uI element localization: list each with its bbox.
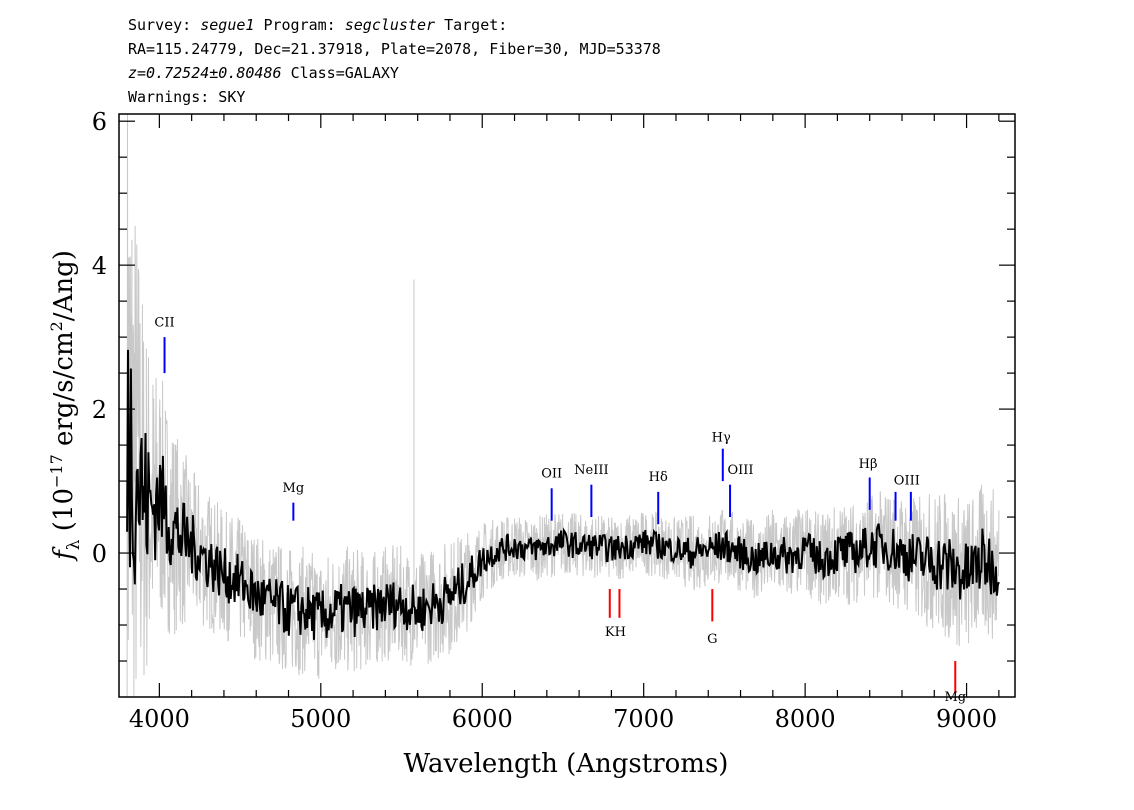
y-tick-label: 6	[92, 108, 107, 136]
emission-line-label-6: OIII	[728, 463, 754, 478]
target-label: Target:	[444, 16, 508, 34]
x-tick-label: 6000	[452, 705, 513, 733]
class-value: Class=GALAXY	[290, 64, 399, 82]
x-tick-label: 4000	[129, 705, 190, 733]
axes-layer: 4000 5000 6000 7000 8000 9000 0 2 4 6	[92, 108, 1016, 733]
emission-line-label-4: Hδ	[649, 470, 668, 485]
y-tick-label: 4	[92, 252, 107, 280]
program-value: segcluster	[344, 16, 436, 34]
emission-line-label-2: OII	[541, 466, 562, 481]
redshift-value: z=0.72524±0.80486	[128, 64, 282, 82]
emission-line-label-1: Mg	[283, 481, 305, 496]
survey-value: segue1	[200, 16, 255, 34]
absorption-line-label-0: K	[605, 625, 615, 640]
absorption-line-label-1: H	[615, 625, 626, 640]
flux-trace	[126, 349, 1000, 640]
header-line-1: Survey: segue1 Program: segcluster Targe…	[128, 14, 507, 36]
header-line-2: RA=115.24779, Dec=21.37918, Plate=2078, …	[128, 40, 661, 58]
emission-line-label-7: Hβ	[859, 457, 878, 472]
emission-line-label-8: OIII	[894, 474, 920, 489]
y-tick-label: 2	[92, 396, 107, 424]
emission-line-label-5: Hγ	[712, 430, 731, 445]
x-axis-label: Wavelength (Angstroms)	[404, 749, 729, 779]
plot-frame	[118, 113, 1016, 698]
emission-line-label-0: CII	[154, 315, 174, 330]
flux-layer	[126, 349, 1000, 640]
y-tick-label: 0	[92, 540, 107, 568]
absorption-line-label-2: G	[707, 632, 717, 647]
program-label: Program:	[263, 16, 336, 34]
emission-line-label-3: NeIII	[574, 463, 608, 478]
x-tick-label: 8000	[775, 705, 836, 733]
y-axis-label: fλ (10−17 erg/s/cm2/Ang)	[47, 250, 84, 562]
survey-label: Survey:	[128, 16, 192, 34]
x-tick-label: 5000	[290, 705, 351, 733]
x-tick-label: 7000	[613, 705, 674, 733]
header-line-4: Warnings: SKY	[128, 88, 246, 106]
header-line-3: z=0.72524±0.80486 Class=GALAXY	[128, 62, 399, 84]
x-tick-label: 9000	[936, 705, 997, 733]
